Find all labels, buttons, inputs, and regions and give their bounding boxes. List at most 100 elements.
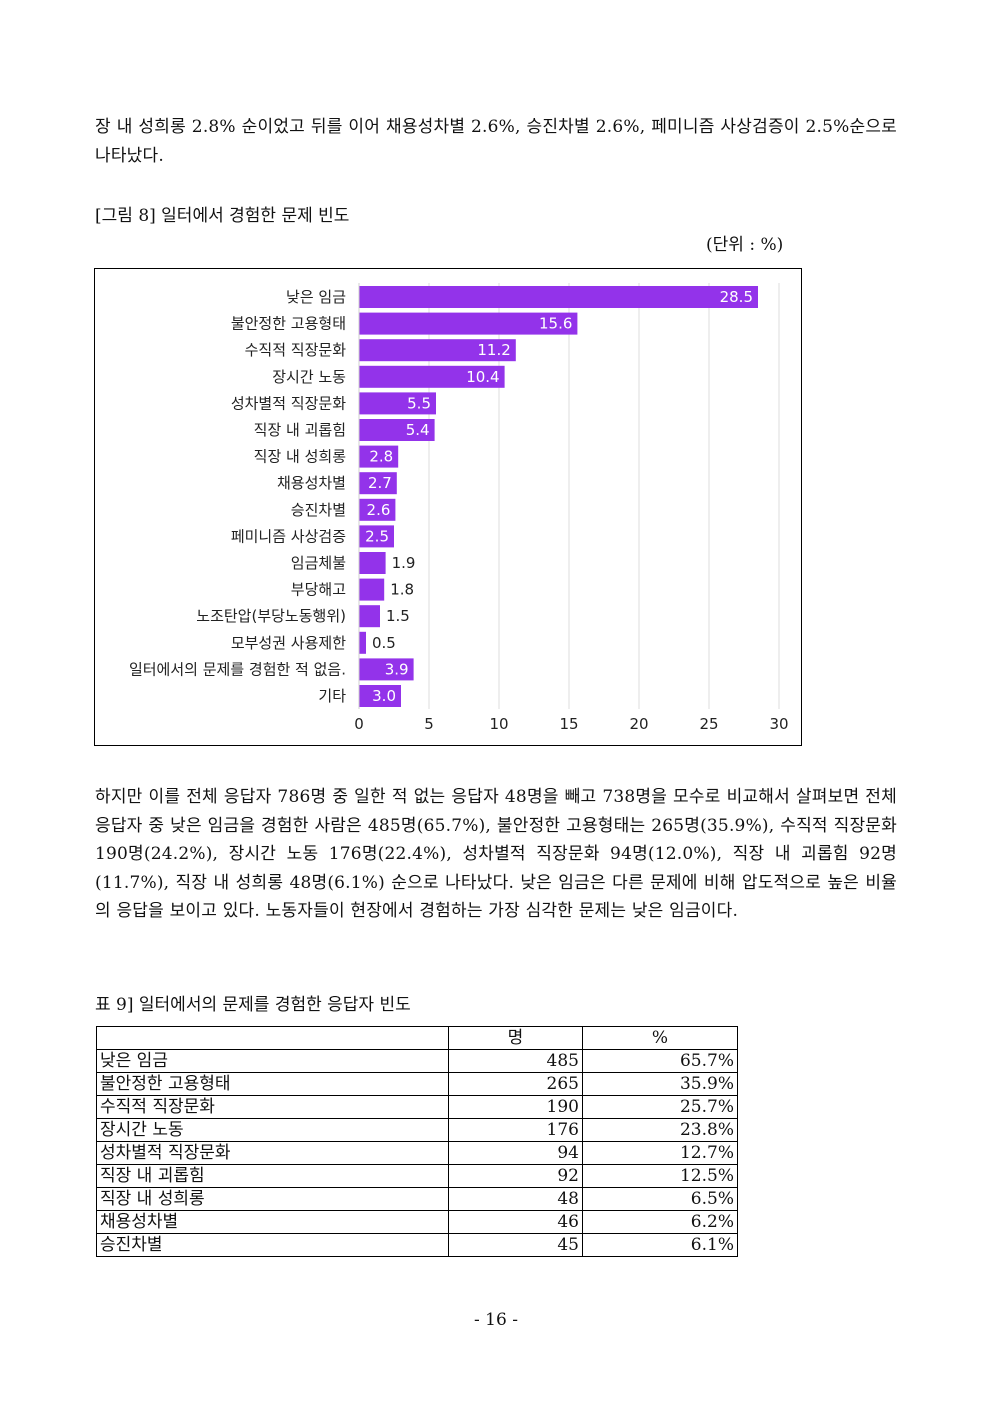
row-percent: 35.9% (582, 1072, 738, 1096)
data-label: 2.8 (369, 448, 393, 466)
data-label: 3.9 (385, 660, 409, 678)
table-row: 불안정한 고용형태 265 35.9% (96, 1072, 738, 1096)
row-label: 승진차별 (96, 1233, 449, 1257)
bar (359, 445, 399, 468)
category-label: 일터에서의 문제를 경험한 적 없음. (129, 660, 346, 678)
category-label: 승진차별 (291, 501, 346, 519)
data-label: 1.8 (390, 581, 414, 599)
paragraph-1: 장 내 성희롱 2.8% 순이었고 뒤를 이어 채용성차별 2.6%, 승진차별… (95, 117, 897, 166)
category-label: 기타 (318, 687, 346, 705)
row-label: 수직적 직장문화 (96, 1095, 449, 1119)
row-percent: 23.8% (582, 1118, 738, 1142)
category-label: 장시간 노동 (272, 368, 346, 386)
row-count: 485 (448, 1049, 583, 1073)
frequency-table: 명 % 낮은 임금 485 65.7% 불안정한 고용형태 265 35.9% … (96, 1026, 738, 1257)
table-row: 장시간 노동 176 23.8% (96, 1118, 738, 1142)
category-label: 수직적 직장문화 (245, 341, 347, 359)
data-label: 11.2 (477, 341, 510, 359)
header-label (96, 1026, 449, 1050)
table-row: 성차별적 직장문화 94 12.7% (96, 1141, 738, 1165)
row-percent: 25.7% (582, 1095, 738, 1119)
table-header-row: 명 % (96, 1026, 738, 1050)
table-row: 낮은 임금 485 65.7% (96, 1049, 738, 1073)
table-caption: 표 9] 일터에서의 문제를 경험한 응답자 빈도 (95, 995, 411, 1015)
header-count: 명 (448, 1026, 583, 1050)
row-percent: 12.5% (582, 1164, 738, 1188)
data-label: 5.4 (406, 421, 430, 439)
row-count: 92 (448, 1164, 583, 1188)
row-percent: 65.7% (582, 1049, 738, 1073)
category-label: 직장 내 괴롭힘 (254, 421, 346, 439)
data-label: 2.6 (367, 501, 391, 519)
header-percent: % (582, 1026, 738, 1050)
data-label: 15.6 (539, 315, 572, 333)
x-tick-label: 20 (629, 715, 648, 733)
row-label: 장시간 노동 (96, 1118, 449, 1142)
x-tick-label: 0 (354, 715, 364, 733)
category-label: 페미니즘 사상검증 (231, 527, 346, 545)
bar (359, 658, 414, 681)
data-label: 10.4 (466, 368, 499, 386)
bar (359, 525, 394, 548)
data-label: 1.5 (386, 607, 410, 625)
category-label: 낮은 임금 (286, 288, 346, 306)
category-label: 불안정한 고용형태 (231, 315, 346, 333)
data-label: 5.5 (407, 394, 431, 412)
bar (359, 286, 758, 308)
row-label: 성차별적 직장문화 (96, 1141, 449, 1165)
data-label: 3.0 (372, 687, 396, 705)
data-label: 2.7 (368, 474, 392, 492)
row-count: 94 (448, 1141, 583, 1165)
row-percent: 6.2% (582, 1210, 738, 1234)
data-label: 2.5 (365, 527, 389, 545)
row-percent: 6.1% (582, 1233, 738, 1257)
table-row: 승진차별 45 6.1% (96, 1233, 738, 1257)
row-count: 265 (448, 1072, 583, 1096)
bar (359, 419, 435, 441)
row-label: 불안정한 고용형태 (96, 1072, 449, 1096)
row-label: 직장 내 성희롱 (96, 1187, 449, 1211)
paragraph-2: 하지만 이를 전체 응답자 786명 중 일한 적 없는 응답자 48명을 빼고… (95, 787, 897, 922)
table-row: 채용성차별 46 6.2% (96, 1210, 738, 1234)
category-label: 부당해고 (291, 581, 346, 599)
bar (359, 685, 401, 707)
x-tick-label: 15 (559, 715, 578, 733)
unit-label: (단위 : %) (706, 235, 784, 255)
bar (359, 312, 578, 335)
x-tick-label: 25 (699, 715, 718, 733)
category-label: 채용성차별 (277, 474, 346, 492)
bar (359, 605, 380, 628)
row-count: 45 (448, 1233, 583, 1257)
row-count: 176 (448, 1118, 583, 1142)
category-label: 성차별적 직장문화 (231, 394, 346, 412)
data-label: 0.5 (372, 634, 396, 652)
x-tick-label: 5 (424, 715, 434, 733)
table-row: 수직적 직장문화 190 25.7% (96, 1095, 738, 1119)
category-label: 직장 내 성희롱 (254, 448, 347, 466)
bar (359, 578, 385, 601)
bar-chart: 낮은 임금 28.5 불안정한 고용형태 15.6 수직적 직장문화 11.2 장시간 노동… (94, 268, 802, 746)
row-percent: 12.7% (582, 1141, 738, 1165)
bar (359, 392, 436, 415)
row-label: 채용성차별 (96, 1210, 449, 1234)
row-percent: 6.5% (582, 1187, 738, 1211)
bar (359, 631, 366, 654)
bar-chart-svg: 낮은 임금 28.5 불안정한 고용형태 15.6 수직적 직장문화 11.2 장시간 노동… (129, 283, 789, 733)
bar (359, 365, 505, 388)
table-row: 직장 내 괴롭힘 92 12.5% (96, 1164, 738, 1188)
row-count: 46 (448, 1210, 583, 1234)
category-label: 임금체불 (291, 554, 346, 572)
figure-caption: [그림 8] 일터에서 경험한 문제 빈도 (95, 206, 350, 226)
page-number: - 16 - (474, 1310, 518, 1330)
row-count: 48 (448, 1187, 583, 1211)
category-label: 모부성권 사용제한 (231, 634, 346, 652)
table-row: 직장 내 성희롱 48 6.5% (96, 1187, 738, 1211)
row-count: 190 (448, 1095, 583, 1119)
bar (359, 552, 386, 574)
bar (359, 472, 397, 495)
x-tick-label: 10 (489, 715, 508, 733)
bar (359, 339, 516, 362)
x-tick-label: 30 (769, 715, 788, 733)
category-label: 노조탄압(부당노동행위) (196, 607, 346, 625)
bar (359, 498, 396, 521)
